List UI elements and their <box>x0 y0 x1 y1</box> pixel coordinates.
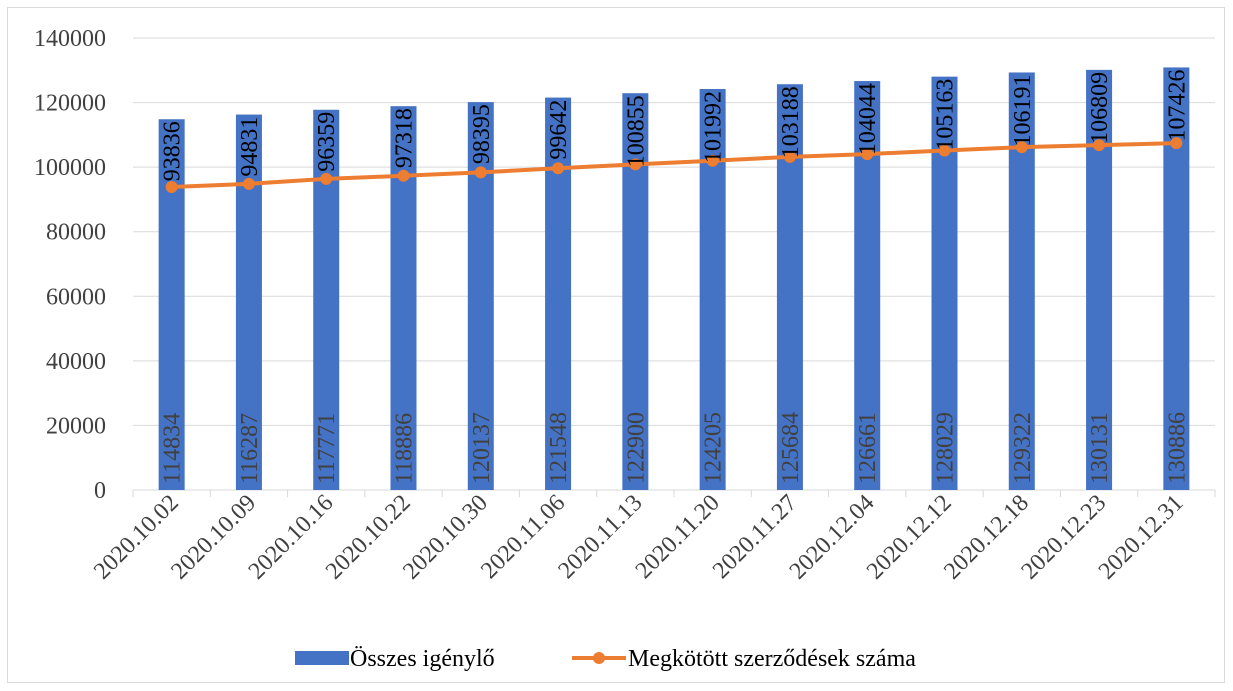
bar-value-label: 130131 <box>1087 412 1113 484</box>
line-value-label: 104044 <box>855 83 881 155</box>
line-point <box>783 150 796 163</box>
line-value-label: 101992 <box>701 91 727 163</box>
legend-label-bars: Összes igénylő <box>350 646 495 672</box>
y-tick-label: 100000 <box>34 155 106 181</box>
x-tick-label: 2020.11.13 <box>553 490 647 584</box>
line-point <box>474 166 487 179</box>
bar-value-label: 124205 <box>701 412 727 484</box>
line-value-label: 99642 <box>546 100 572 160</box>
bar <box>235 114 262 490</box>
line-value-label: 93836 <box>160 121 186 181</box>
legend-label-line: Megkötött szerződések száma <box>628 646 916 672</box>
y-tick-label: 140000 <box>34 26 106 52</box>
x-tick-label: 2020.12.31 <box>1094 490 1189 585</box>
x-tick-label: 2020.11.06 <box>476 490 570 584</box>
line-value-label: 103188 <box>778 86 804 158</box>
line-point <box>552 162 565 175</box>
line-value-label: 98395 <box>469 104 495 164</box>
y-tick-label: 120000 <box>34 91 106 117</box>
line-point <box>165 181 178 194</box>
bar-value-label: 125684 <box>778 412 804 484</box>
legend-marker-line <box>593 652 605 664</box>
y-tick-label: 80000 <box>46 220 106 246</box>
y-tick-label: 60000 <box>46 284 106 310</box>
bar-value-label: 126661 <box>855 412 881 484</box>
line-value-label: 96359 <box>314 112 340 172</box>
line-point <box>629 158 642 171</box>
legend-swatch-bars <box>295 651 349 665</box>
line-point <box>861 148 874 161</box>
bar-value-label: 118886 <box>392 413 418 484</box>
bar-value-label: 114834 <box>160 413 186 484</box>
line-point <box>1170 137 1183 150</box>
line-point <box>397 169 410 182</box>
line-point <box>1093 139 1106 152</box>
line-value-label: 100855 <box>623 95 649 167</box>
line-value-label: 105163 <box>933 79 959 151</box>
line-point <box>242 177 255 190</box>
line-point <box>938 144 951 157</box>
line-value-label: 106191 <box>1010 74 1036 146</box>
data-labels: 114834 116287 117771 118886 120137 121548 1229… <box>160 69 1191 484</box>
line-point <box>1015 141 1028 154</box>
line-value-label: 106809 <box>1087 72 1113 144</box>
line-value-label: 97318 <box>392 108 418 168</box>
line-path <box>169 141 1179 190</box>
bar-value-label: 122900 <box>623 412 649 484</box>
bar-value-label: 129322 <box>1010 412 1036 484</box>
y-tick-label: 20000 <box>46 413 106 439</box>
line-point <box>706 154 719 167</box>
bar-value-label: 128029 <box>933 412 959 484</box>
y-tick-label: 0 <box>94 478 106 504</box>
y-tick-label: 40000 <box>46 349 106 375</box>
bar-value-label: 121548 <box>546 412 572 484</box>
line-value-label: 107426 <box>1164 69 1190 141</box>
bar-value-label: 120137 <box>469 412 495 484</box>
line-point <box>320 172 333 185</box>
line-value-label: 94831 <box>237 117 263 177</box>
bar-value-label: 117771 <box>314 413 340 484</box>
legend: Összes igénylő Megkötött szerződések szá… <box>295 646 916 672</box>
line-series <box>165 137 1183 194</box>
x-tick-label: 2020.10.30 <box>398 490 493 585</box>
gridlines <box>133 37 1215 426</box>
bar-value-label: 130886 <box>1164 412 1190 484</box>
bar <box>158 119 185 490</box>
x-tick-label: 2020.11.20 <box>631 490 725 584</box>
bar-value-label: 116287 <box>237 413 263 484</box>
